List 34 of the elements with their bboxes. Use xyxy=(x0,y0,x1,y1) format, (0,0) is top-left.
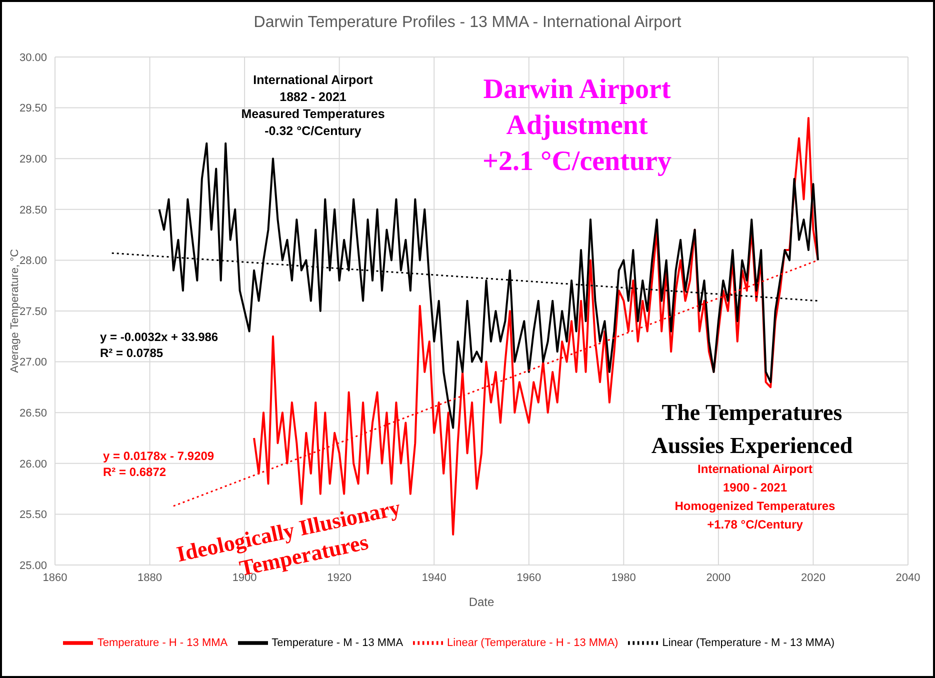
x-tick-label: 2040 xyxy=(896,572,920,584)
y-tick-label: 26.00 xyxy=(19,458,47,470)
y-tick-label: 30.00 xyxy=(19,52,47,64)
x-tick-label: 1940 xyxy=(422,572,446,584)
y-tick-label: 25.00 xyxy=(19,560,47,572)
x-tick-label: 2020 xyxy=(800,572,826,584)
x-tick-label: 1880 xyxy=(138,572,162,584)
x-tick-label: 1860 xyxy=(42,572,68,584)
x-tick-label: 1980 xyxy=(611,572,636,584)
y-tick-label: 29.00 xyxy=(19,154,47,166)
x-tick-label: 1960 xyxy=(516,572,542,584)
x-tick-label: 1920 xyxy=(327,572,352,584)
y-tick-label: 29.50 xyxy=(19,102,47,115)
y-tick-label: 27.50 xyxy=(19,306,47,318)
annotation: y = 0.0178x - 7.9209 R² = 0.6872 xyxy=(103,449,214,479)
legend-label: Linear (Temperature - H - 13 MMA) xyxy=(447,636,618,649)
y-tick-label: 27.00 xyxy=(19,356,47,369)
legend-label: Temperature - M - 13 MMA xyxy=(272,636,404,649)
chart-title: Darwin Temperature Profiles - 13 MMA - International Airport xyxy=(252,14,682,32)
x-tick-label: 2000 xyxy=(706,572,731,584)
x-axis-title: Date xyxy=(468,595,494,609)
legend-label: Temperature - H - 13 MMA xyxy=(97,636,228,649)
y-tick-label: 28.50 xyxy=(19,204,47,216)
y-axis-title: Average Temperature, °C xyxy=(8,249,21,373)
legend-label: Linear (Temperature - M - 13 MMA) xyxy=(662,636,835,649)
annotation: y = -0.0032x + 33.986 R² = 0.0785 xyxy=(100,330,218,360)
annotation: International Airport 1900 - 2021 Homogenized Temperatures +1.78 °C/Century xyxy=(674,462,836,532)
x-tick-label: 1900 xyxy=(232,572,257,584)
annotation: International Airport 1882 - 2021 Measured Temperatures -0.32 °C/Century xyxy=(241,73,385,138)
y-tick-label: 25.50 xyxy=(19,509,47,522)
y-tick-label: 28.00 xyxy=(19,255,47,268)
annotation: The Temperatures Aussies Experienced xyxy=(651,400,853,458)
annotation: Darwin Airport Adjustment +2.1 °C/century xyxy=(482,74,672,177)
y-tick-label: 26.50 xyxy=(19,408,47,420)
